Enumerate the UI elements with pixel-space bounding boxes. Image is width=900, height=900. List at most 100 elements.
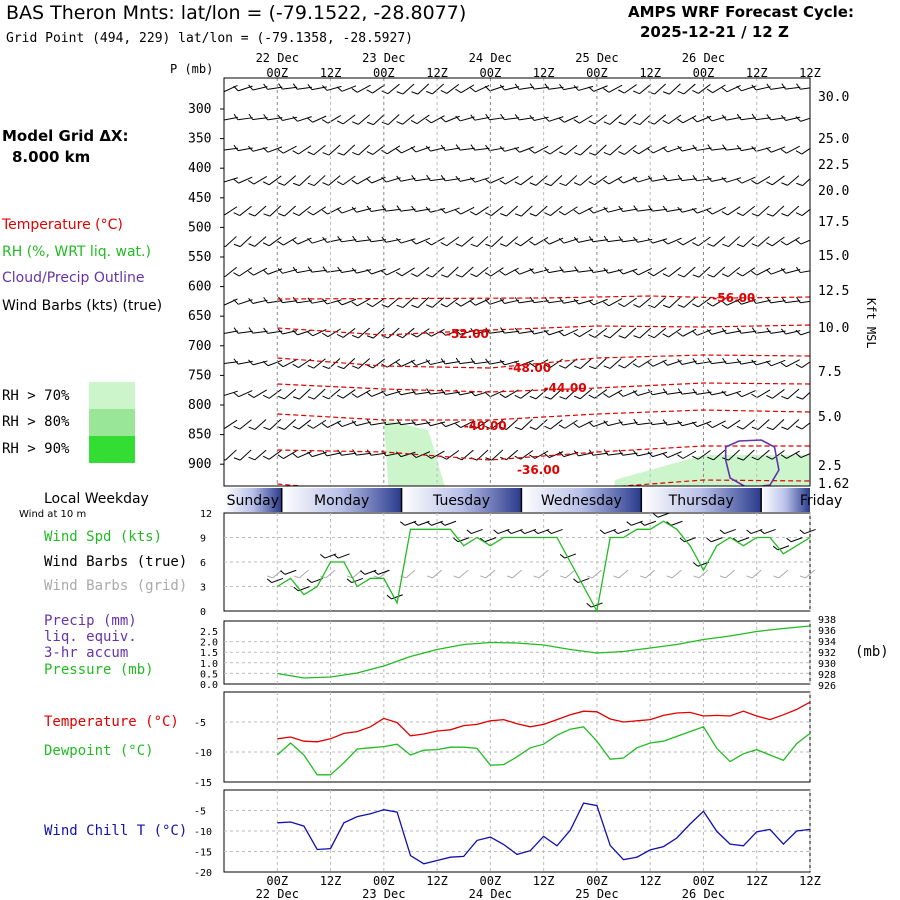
wind-barb-shaft (476, 449, 489, 461)
wind-barb (603, 206, 623, 213)
wind-barb (544, 145, 563, 155)
pressure-tick-label: 300 (188, 102, 211, 117)
wind-barb-shaft (476, 236, 489, 247)
wind-barb-flag (662, 239, 669, 245)
wind-barb-shaft (696, 361, 712, 365)
wind-barb (573, 298, 594, 305)
wind-barb-shaft (268, 236, 282, 247)
grid-wind-barb (426, 569, 443, 579)
wind-barb-shaft (608, 298, 623, 307)
wind-barb (677, 359, 697, 366)
grid-wind-barb-shaft (352, 569, 363, 579)
grid-wind-barb-shaft (778, 569, 789, 579)
wind-barb-shaft (372, 144, 386, 155)
wind-barb-flag (307, 266, 313, 273)
wind-barb-flag (692, 242, 699, 247)
wind-barb-flag (692, 358, 698, 365)
wind-barb-flag (544, 266, 550, 273)
wind-barb-shaft (785, 86, 801, 90)
wind-barb (529, 419, 548, 430)
precip-tick-label: 1.5 (200, 648, 218, 659)
grid-wind-barb-flag (746, 575, 753, 579)
wind-barb-shaft (550, 205, 563, 216)
wind-barb-flag (795, 363, 803, 368)
wind-barb-shaft (328, 144, 341, 156)
true-wind-barb-flag (653, 513, 659, 518)
wind-barb-flag (736, 457, 744, 461)
wind-barb (588, 327, 608, 338)
wind-barb-flag (514, 426, 522, 431)
wind-barb-flag (336, 120, 344, 125)
wind-barb-flag (603, 206, 609, 213)
wind-barb (262, 389, 282, 399)
wind-barb-shaft (607, 239, 623, 243)
true-wind-barb-flag (759, 529, 765, 534)
wind-barb-shaft (474, 177, 490, 183)
true-wind-barb (559, 553, 577, 559)
wind-barb-flag (766, 426, 774, 431)
true-wind-barb-flag (426, 521, 432, 526)
wind-barb-flag (780, 267, 787, 274)
wind-barb-flag (543, 329, 550, 336)
wind-barb-shaft (534, 145, 549, 154)
wind-barb (352, 144, 371, 156)
wind-barb-shaft (252, 117, 268, 121)
wind-barb-flag (263, 426, 270, 431)
wind-barb (233, 176, 253, 184)
wind-barb-flag (248, 426, 256, 430)
wind-barb (707, 144, 727, 151)
wind-barb (426, 266, 445, 278)
wind-barb-flag (588, 120, 596, 125)
wind-barb-flag (307, 84, 313, 90)
wind-barb-shaft (415, 391, 431, 395)
wind-barb-shaft (312, 206, 327, 216)
grid-wind-barb-flag (453, 575, 460, 579)
wind-barb-shaft (726, 298, 741, 306)
model-grid-label: Model Grid ΔX: (2, 127, 129, 145)
wind-barb-flag (677, 273, 685, 278)
wind-barb-shaft (341, 298, 357, 306)
wind-barb-shaft (533, 86, 549, 90)
wind-barb-shaft (237, 330, 253, 334)
wind-barb (706, 84, 726, 94)
wind-barb-flag (751, 180, 758, 185)
wind-barb-shaft (698, 450, 711, 460)
wind-barb-flag (485, 113, 490, 121)
wind-barb-shaft (772, 389, 785, 399)
wind-barb-shaft (284, 205, 297, 217)
wind-barb-flag (603, 151, 611, 156)
wind-barb (411, 297, 430, 309)
wind-barb-shaft (550, 419, 563, 430)
wind-barb (677, 297, 696, 308)
wind-barb (337, 358, 356, 370)
wind-barb-shaft (327, 328, 341, 338)
grid-wind-barb-flag (639, 575, 646, 579)
true-wind-barb-flag (506, 529, 512, 534)
wind-barb-flag (691, 117, 698, 123)
wind-barb (721, 85, 741, 93)
true-wind-barb (266, 577, 284, 584)
wind-chill-line (277, 802, 811, 865)
wind-barb-flag (440, 303, 448, 308)
wind-barb (499, 297, 520, 304)
altitude-tick-label: 17.5 (818, 215, 849, 230)
true-wind-barb-flag (280, 570, 286, 575)
altitude-tick-label: 12.5 (818, 284, 849, 299)
wind-barb-flag (381, 90, 389, 95)
wind-barb-flag (751, 426, 759, 430)
wind-barb-flag (722, 243, 729, 248)
wind-barb-shaft (341, 239, 357, 243)
wind-barb-shaft (533, 268, 549, 274)
wind-barb (262, 146, 283, 153)
wind-barb (292, 116, 312, 122)
wind-barb-shaft (326, 452, 342, 457)
wind-barb-flag (736, 272, 743, 277)
wind-barb-shaft (535, 205, 548, 217)
wind-barb (781, 83, 801, 90)
precip-tick-label: 2.0 (200, 638, 218, 649)
rh-region-rh70 (614, 455, 810, 486)
wind-barb-shaft (239, 449, 252, 461)
wind-barb (278, 419, 297, 430)
wind-barb-flag (707, 243, 714, 247)
wind-barb-shaft (357, 84, 371, 93)
